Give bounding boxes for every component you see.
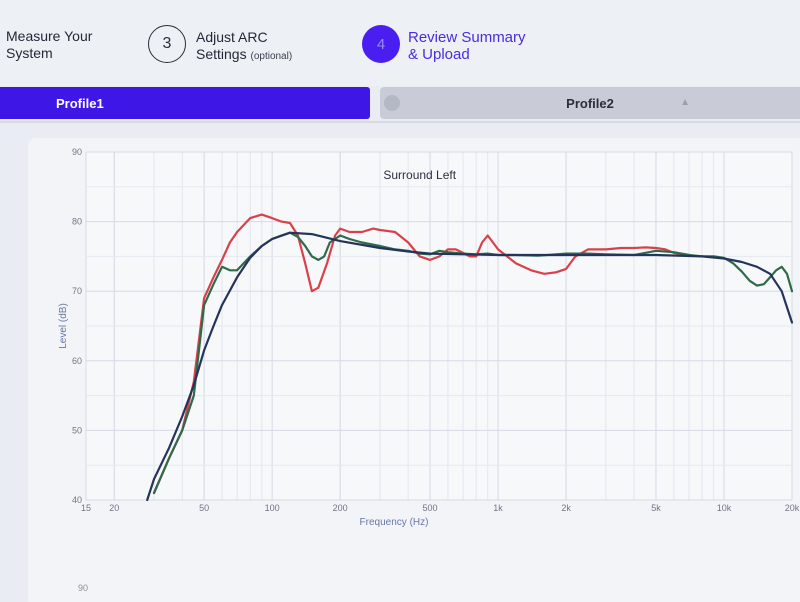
step-review-label-line1: Review Summary bbox=[408, 29, 526, 46]
chevron-up-icon[interactable]: ▲ bbox=[680, 97, 690, 108]
y-tick-label: 40 bbox=[72, 495, 82, 505]
x-tick-label: 50 bbox=[199, 503, 209, 513]
step-measure-label-line2: System bbox=[6, 45, 53, 61]
x-axis-label: Frequency (Hz) bbox=[360, 517, 429, 528]
y-axis-label: Level (dB) bbox=[58, 303, 69, 349]
step-adjust-label-line2: Settings (optional) bbox=[196, 46, 293, 62]
tab-profile1-label: Profile1 bbox=[56, 95, 104, 111]
chart-title: Surround Left bbox=[383, 168, 456, 182]
target-curve-navy bbox=[146, 231, 794, 502]
step-3-circle[interactable]: 3 bbox=[148, 25, 186, 63]
y-tick-label: 70 bbox=[72, 286, 82, 296]
step-adjust-label-line1: Adjust ARC bbox=[196, 29, 268, 45]
chart-card: 15 20 50 100 200 500 1k 2k 5k 10k 20k 40 50 60 70 80 90 F… bbox=[28, 138, 800, 602]
tab-divider bbox=[0, 121, 800, 123]
x-tick-label: 200 bbox=[333, 503, 348, 513]
x-tick-label: 10k bbox=[717, 503, 732, 513]
stepper-header: Measure Your System 3 Adjust ARC Setting… bbox=[0, 0, 800, 86]
tab-profile2-label: Profile2 bbox=[566, 95, 614, 111]
next-chart-tick-label: 90 bbox=[78, 583, 89, 593]
x-tick-label: 5k bbox=[651, 503, 661, 513]
x-tick-label: 500 bbox=[423, 503, 438, 513]
tab-profile2[interactable]: Profile2 ▲ bbox=[380, 87, 800, 119]
x-tick-label: 100 bbox=[265, 503, 280, 513]
tab-profile2-indicator bbox=[384, 95, 400, 111]
y-tick-label: 80 bbox=[72, 217, 82, 227]
x-tick-label: 20k bbox=[785, 503, 800, 513]
y-tick-label: 90 bbox=[72, 147, 82, 157]
x-tick-label: 15 bbox=[81, 503, 91, 513]
step-measure-label-line1: Measure Your bbox=[6, 28, 93, 44]
step-4-circle[interactable]: 4 bbox=[362, 25, 400, 63]
optional-label: (optional) bbox=[250, 51, 293, 62]
x-tick-label: 1k bbox=[493, 503, 503, 513]
frequency-response-chart: 15 20 50 100 200 500 1k 2k 5k 10k 20k 40 50 60 70 80 90 F… bbox=[58, 147, 800, 528]
step-adjust-arc[interactable]: Adjust ARC Settings (optional) bbox=[196, 29, 292, 65]
step-review-label-line2: & Upload bbox=[408, 46, 470, 63]
x-tick-label: 20 bbox=[109, 503, 119, 513]
y-tick-label: 60 bbox=[72, 356, 82, 366]
step-review-upload[interactable]: Review Summary & Upload bbox=[408, 29, 526, 63]
tab-profile1[interactable]: Profile1 bbox=[0, 87, 370, 119]
x-tick-label: 2k bbox=[561, 503, 571, 513]
step-measure-system[interactable]: Measure Your System bbox=[6, 28, 92, 62]
y-tick-label: 50 bbox=[72, 425, 82, 435]
